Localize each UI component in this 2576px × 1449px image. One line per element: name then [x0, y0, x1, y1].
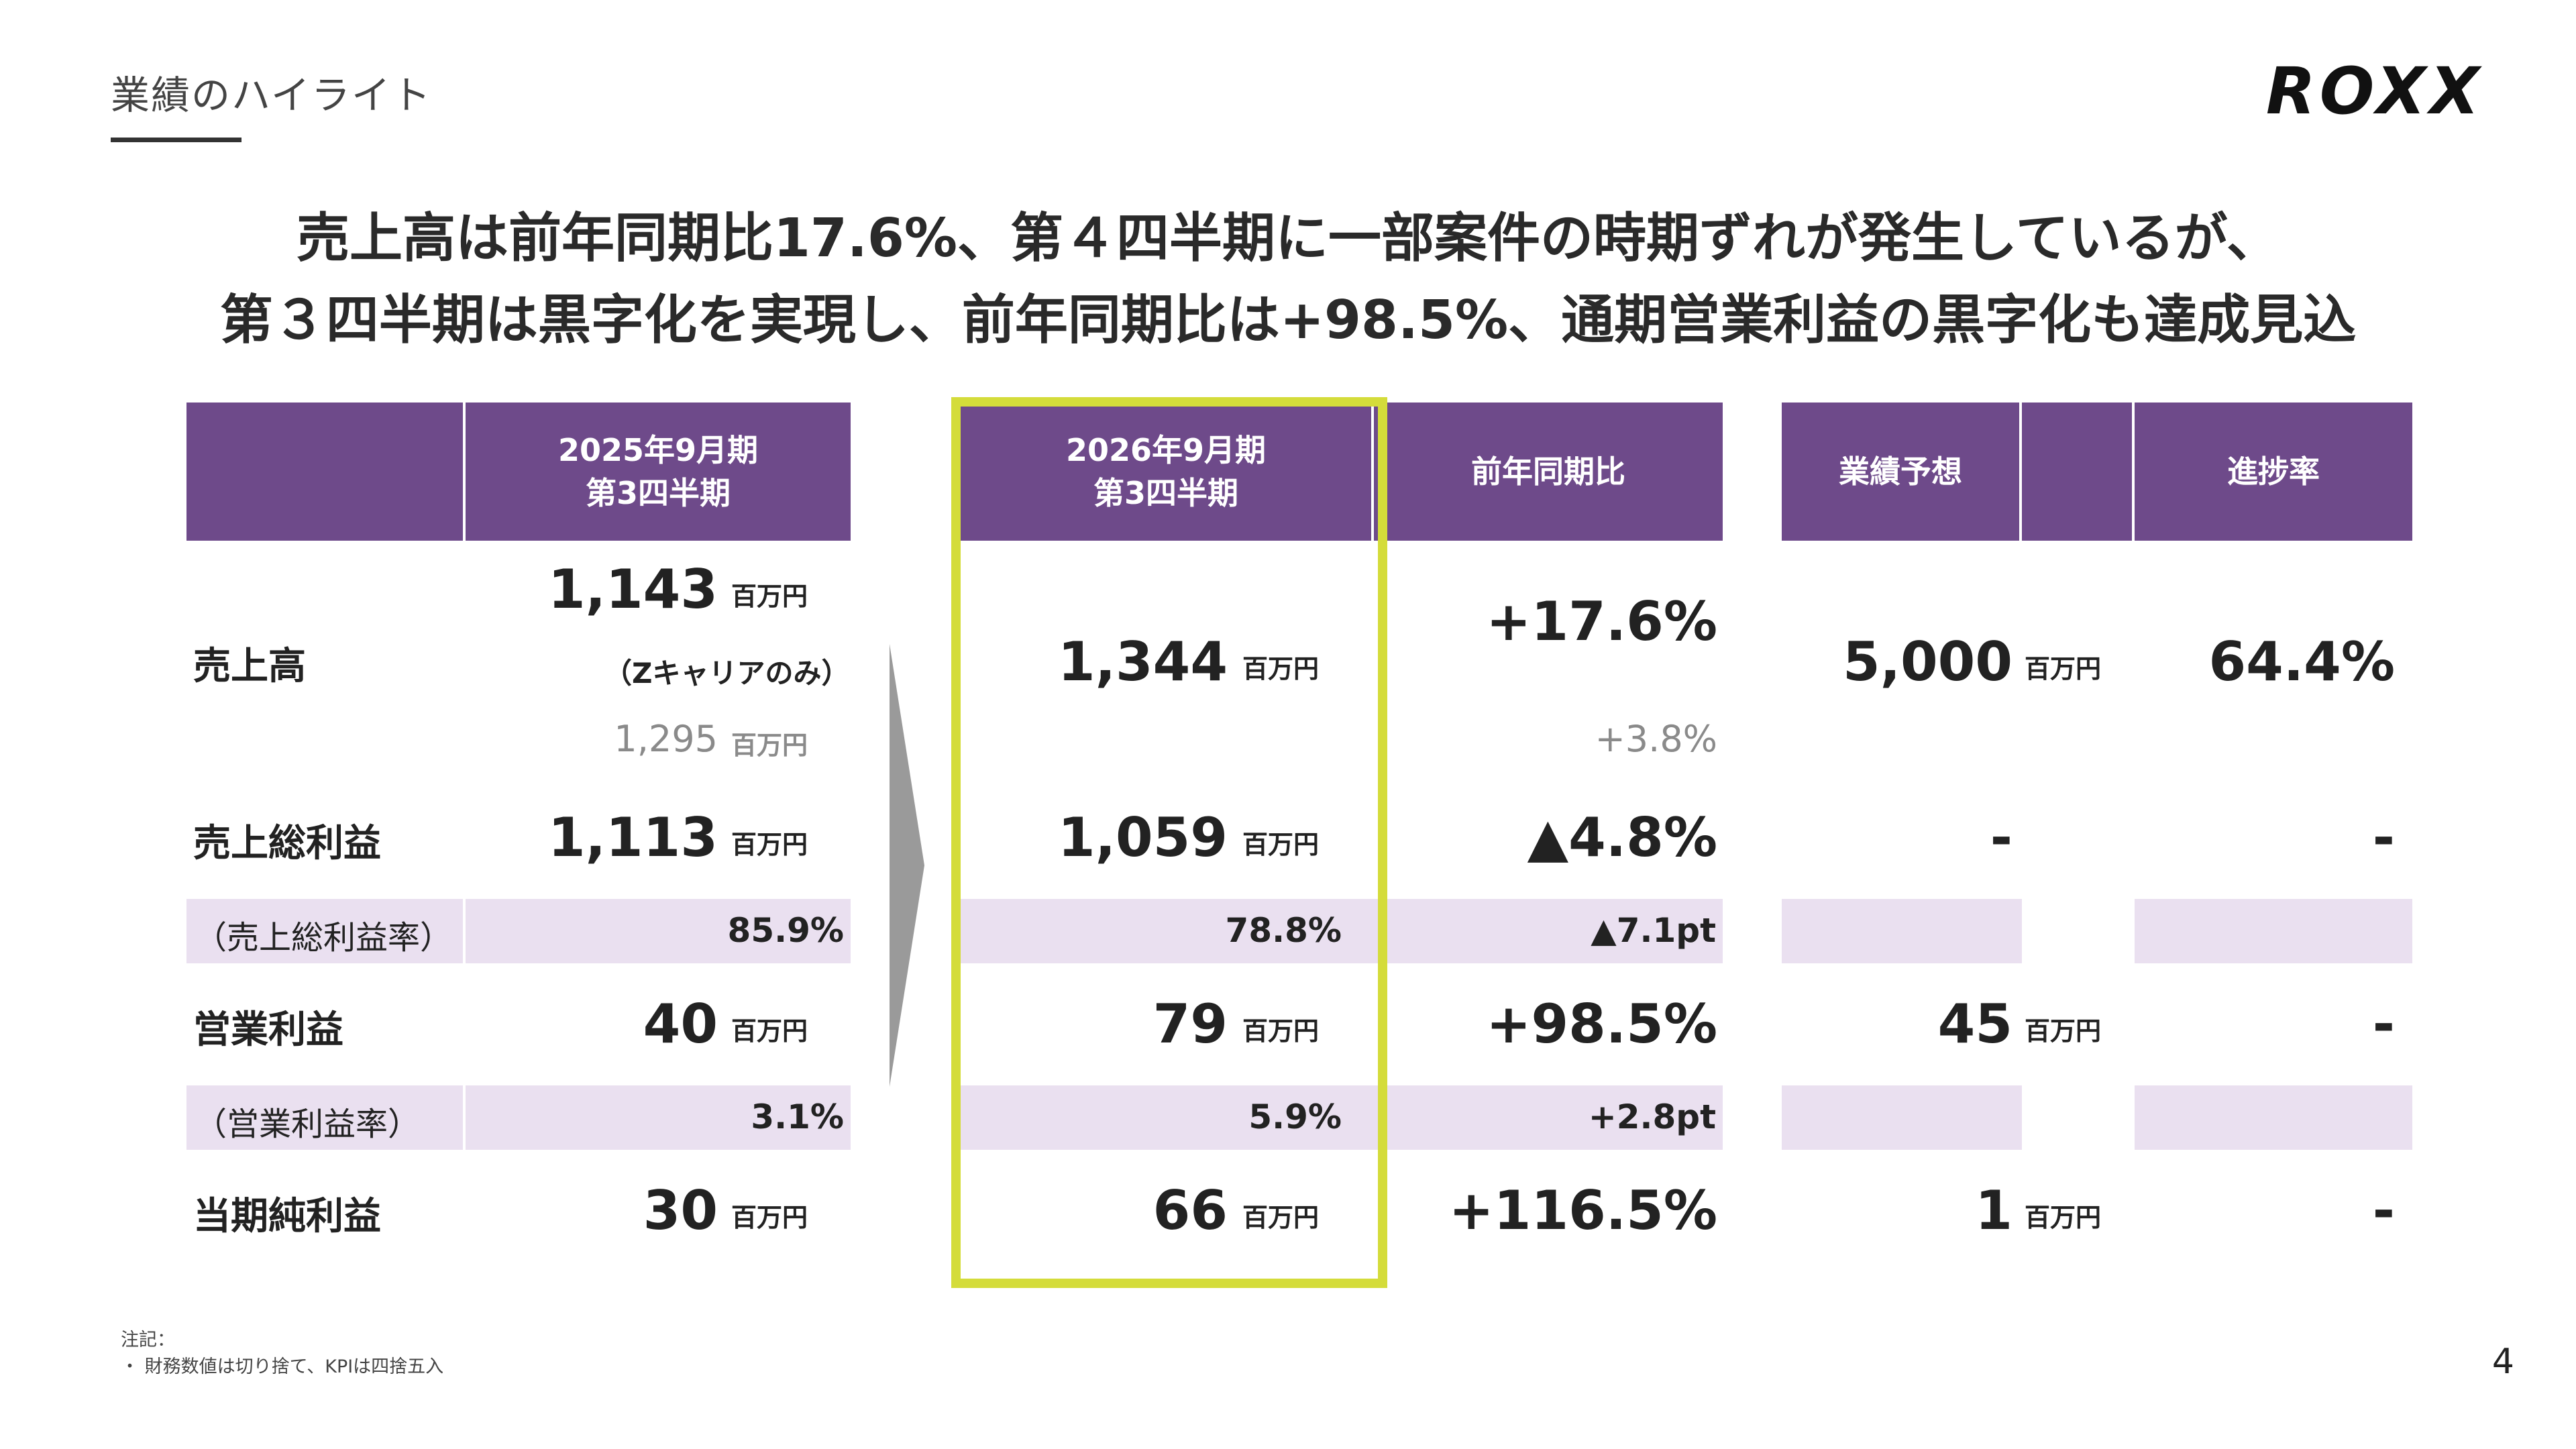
- header-curr-period: 2026年9月期 第3四半期: [961, 402, 1371, 541]
- page-number: 4: [2491, 1342, 2514, 1382]
- header-curr-period-year: 2026年9月期: [1065, 431, 1267, 468]
- revenue-progress-value: 64.4%: [2208, 631, 2395, 693]
- gross-margin-curr-value: 78.8%: [1225, 911, 1342, 950]
- header-blank-cell: [186, 402, 463, 541]
- operating-profit-yoy-value: +98.5%: [1486, 993, 1717, 1055]
- stripe-gross-margin-progress: [2135, 899, 2412, 963]
- notes-title: 注記：: [121, 1330, 175, 1350]
- row-label-gross-profit: 売上総利益: [193, 822, 381, 865]
- net-income-forecast-value: 1: [1975, 1179, 2012, 1242]
- gross-margin-prev-value: 85.9%: [727, 911, 844, 950]
- header-prev-period: 2025年9月期 第3四半期: [466, 402, 851, 541]
- revenue-prev-value: 1,143: [547, 558, 718, 621]
- stripe-gross-margin-forecast: [1782, 899, 2022, 963]
- stripe-operating-margin-curr: [961, 1085, 1723, 1150]
- operating-profit-forecast-unit: 百万円: [2025, 1016, 2102, 1046]
- operating-profit-forecast-value: 45: [1937, 993, 2012, 1055]
- header-prev-period-year: 2025年9月期: [557, 431, 759, 468]
- revenue-prev-note: （Zキャリアのみ）: [604, 657, 850, 690]
- notes-item: ・ 財務数値は切り捨て、KPIは四捨五入: [121, 1356, 444, 1377]
- row-label-gross-margin: （売上総利益率）: [195, 919, 453, 957]
- operating-margin-curr-value: 5.9%: [1248, 1097, 1342, 1136]
- stripe-operating-margin-label: [186, 1085, 463, 1150]
- net-income-prev-unit: 百万円: [731, 1203, 808, 1232]
- header-curr-period-quarter: 第3四半期: [1093, 475, 1238, 511]
- revenue-yoy-value: +17.6%: [1486, 590, 1717, 653]
- gross-margin-yoy-value: ▲7.1pt: [1591, 911, 1716, 950]
- header-progress-label: 進捗率: [2227, 453, 2320, 490]
- revenue-prev-total-value: 1,295: [614, 718, 718, 760]
- stripe-operating-margin-forecast: [1782, 1085, 2022, 1150]
- operating-profit-prev-value: 40: [643, 993, 718, 1055]
- row-label-operating-profit: 営業利益: [193, 1008, 343, 1052]
- operating-profit-progress-value: -: [2372, 993, 2395, 1055]
- revenue-yoy-total-value: +3.8%: [1595, 718, 1717, 760]
- revenue-curr-unit: 百万円: [1242, 654, 1320, 684]
- header-forecast-label: 業績予想: [1839, 453, 1962, 490]
- stripe-gross-margin-prev: [466, 899, 851, 963]
- revenue-forecast-unit: 百万円: [2025, 654, 2102, 684]
- row-label-revenue: 売上高: [193, 645, 306, 688]
- header-yoy-label: 前年同期比: [1471, 453, 1625, 490]
- gross-profit-curr-unit: 百万円: [1242, 830, 1320, 859]
- net-income-curr-value: 66: [1152, 1179, 1228, 1242]
- section-title: 業績のハイライト: [111, 72, 432, 118]
- header-forecast: 業績予想: [1782, 402, 2019, 541]
- transition-arrow-icon: [890, 644, 924, 1087]
- operating-profit-curr-value: 79: [1152, 993, 1228, 1055]
- header-forecast-unit-cell: [2022, 402, 2132, 541]
- net-income-curr-unit: 百万円: [1242, 1203, 1320, 1232]
- gross-profit-prev-unit: 百万円: [731, 830, 808, 859]
- revenue-prev-total-unit: 百万円: [731, 731, 808, 760]
- header-yoy: 前年同期比: [1374, 402, 1723, 541]
- headline-line-1: 売上高は前年同期比17.6%、第４四半期に一部案件の時期ずれが発生しているが、: [296, 207, 2280, 269]
- section-title-underline: [111, 138, 241, 142]
- gross-profit-prev-value: 1,113: [547, 806, 718, 869]
- operating-margin-prev-value: 3.1%: [751, 1097, 844, 1136]
- revenue-curr-value: 1,344: [1057, 631, 1228, 693]
- stripe-gross-margin-label: [186, 899, 463, 963]
- net-income-progress-value: -: [2372, 1179, 2395, 1242]
- revenue-forecast-value: 5,000: [1842, 631, 2012, 693]
- gross-profit-progress-value: -: [2372, 806, 2395, 869]
- gross-profit-curr-value: 1,059: [1057, 806, 1228, 869]
- stripe-operating-margin-prev: [466, 1085, 851, 1150]
- revenue-prev-unit: 百万円: [731, 582, 808, 611]
- company-logo: ROXX: [2265, 54, 2483, 129]
- stripe-operating-margin-progress: [2135, 1085, 2412, 1150]
- stripe-gross-margin-curr: [961, 899, 1723, 963]
- net-income-forecast-unit: 百万円: [2025, 1203, 2102, 1232]
- row-label-net-income: 当期純利益: [193, 1195, 381, 1238]
- header-progress: 進捗率: [2135, 402, 2412, 541]
- net-income-yoy-value: +116.5%: [1448, 1179, 1717, 1242]
- current-period-highlight-box: [951, 397, 1387, 1288]
- row-label-operating-margin: （営業利益率）: [195, 1106, 421, 1143]
- header-prev-period-quarter: 第3四半期: [585, 475, 731, 511]
- gross-profit-yoy-value: ▲4.8%: [1527, 806, 1717, 869]
- operating-profit-curr-unit: 百万円: [1242, 1016, 1320, 1046]
- operating-margin-yoy-value: +2.8pt: [1588, 1097, 1716, 1136]
- net-income-prev-value: 30: [643, 1179, 718, 1242]
- operating-profit-prev-unit: 百万円: [731, 1016, 808, 1046]
- headline-line-2: 第３四半期は黒字化を実現し、前年同期比は+98.5%、通期営業利益の黒字化も達成…: [219, 289, 2357, 351]
- gross-profit-forecast-value: -: [1990, 806, 2012, 869]
